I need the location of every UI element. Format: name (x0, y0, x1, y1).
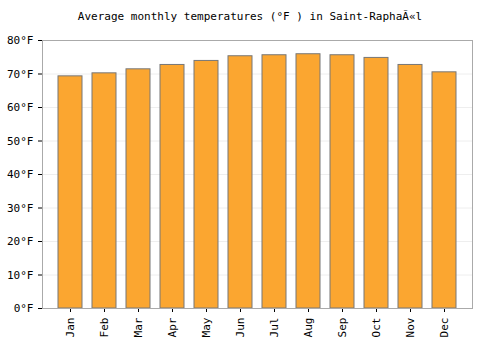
html-text:Average monthly temperatures (: Average monthly temperatures (°F ) in Sa… (77, 10, 423, 23)
svg-text:80°F: 80°F (7, 34, 34, 47)
svg-text:Mar: Mar (132, 317, 145, 337)
svg-text:20°F: 20°F (7, 235, 34, 248)
svg-text:Jul: Jul (268, 318, 281, 338)
svg-text:10°F: 10°F (7, 269, 34, 282)
svg-text:70°F: 70°F (7, 68, 34, 81)
svg-text:50°F: 50°F (7, 135, 34, 148)
svg-text:30°F: 30°F (7, 202, 34, 215)
svg-text:Aug: Aug (302, 318, 315, 338)
svg-text:Jun: Jun (234, 318, 247, 338)
svg-text:Nov: Nov (404, 317, 417, 337)
svg-text:Feb: Feb (98, 318, 111, 338)
svg-text:40°F: 40°F (7, 168, 34, 181)
svg-text:Dec: Dec (438, 318, 451, 338)
svg-text:Jan: Jan (64, 318, 77, 338)
svg-text:Sep: Sep (336, 318, 349, 338)
svg-text:0°F: 0°F (14, 302, 34, 315)
svg-text:Oct: Oct (370, 318, 383, 338)
svg-text:May: May (200, 317, 213, 337)
svg-text:60°F: 60°F (7, 101, 34, 114)
svg-text:Apr: Apr (166, 317, 179, 337)
